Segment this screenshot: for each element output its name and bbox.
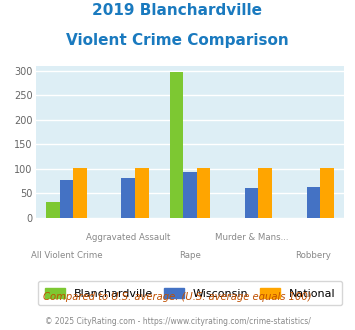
Text: Compared to U.S. average. (U.S. average equals 100): Compared to U.S. average. (U.S. average … [43,292,312,302]
Bar [73,168,87,218]
Text: Aggravated Assault: Aggravated Assault [86,233,170,242]
Text: Violent Crime Comparison: Violent Crime Comparison [66,33,289,48]
Bar [60,180,73,218]
Bar [320,168,334,218]
Bar [121,178,135,218]
Bar [197,168,210,218]
Bar [46,202,60,218]
Text: Robbery: Robbery [295,251,332,260]
Legend: Blanchardville, Wisconsin, National: Blanchardville, Wisconsin, National [38,281,342,306]
Bar [307,187,320,218]
Text: Murder & Mans...: Murder & Mans... [215,233,289,242]
Text: All Violent Crime: All Violent Crime [31,251,102,260]
Text: © 2025 CityRating.com - https://www.cityrating.com/crime-statistics/: © 2025 CityRating.com - https://www.city… [45,317,310,326]
Bar [170,72,183,218]
Bar [245,188,258,218]
Bar [183,172,197,218]
Bar [258,168,272,218]
Text: 2019 Blanchardville: 2019 Blanchardville [93,3,262,18]
Bar [135,168,148,218]
Text: Rape: Rape [179,251,201,260]
